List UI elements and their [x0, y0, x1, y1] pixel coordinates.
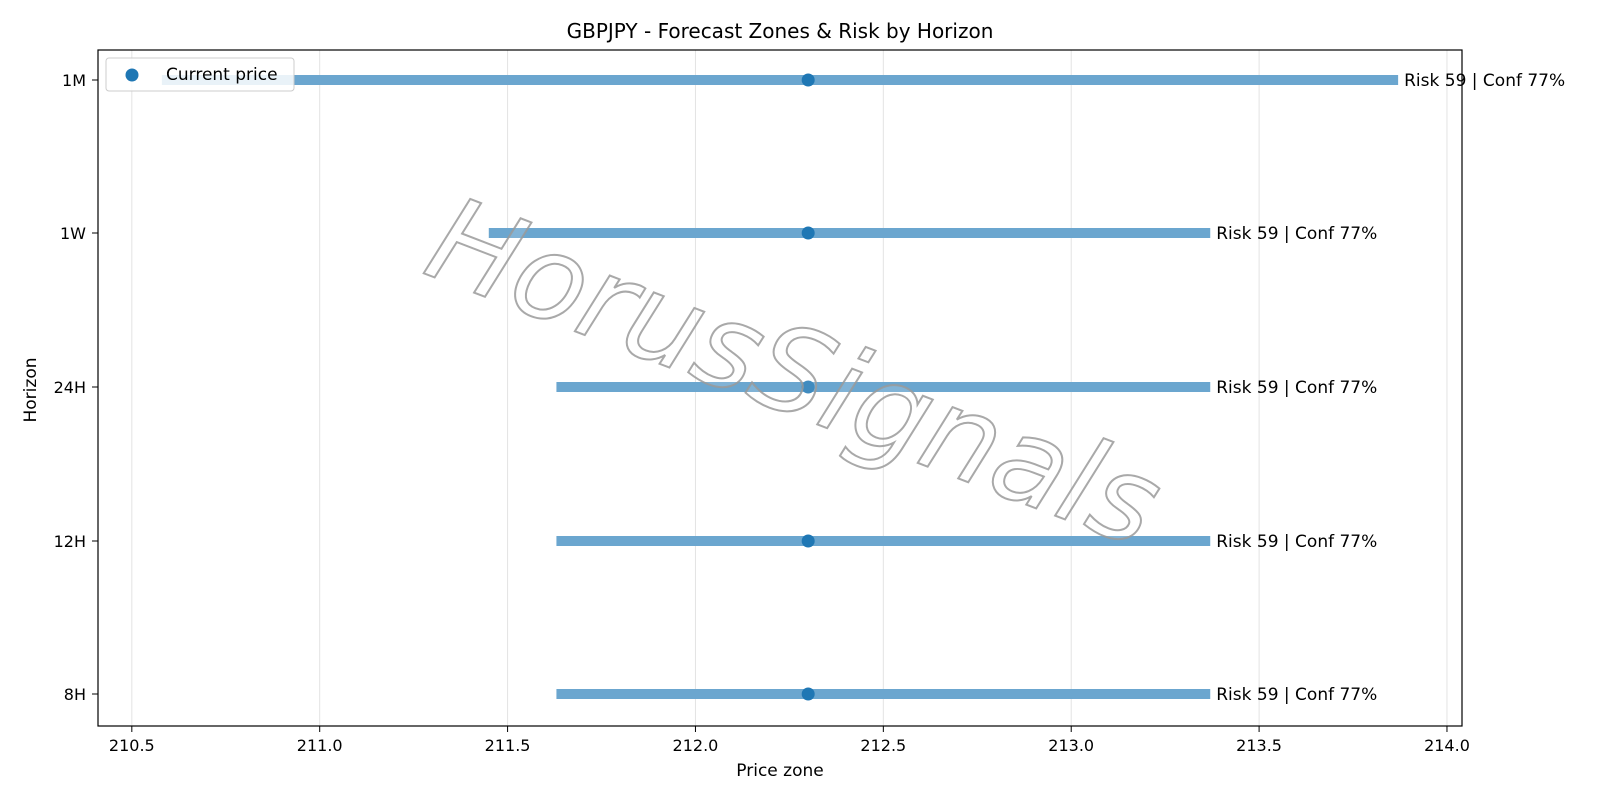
x-tick-label: 213.5: [1236, 736, 1282, 755]
zone-annotation-24h: Risk 59 | Conf 77%: [1216, 378, 1377, 398]
zone-annotation-12h: Risk 59 | Conf 77%: [1216, 532, 1377, 552]
x-tick-label: 212.5: [860, 736, 906, 755]
zone-annotation-8h: Risk 59 | Conf 77%: [1216, 685, 1377, 705]
x-tick-label: 213.0: [1048, 736, 1094, 755]
x-tick-label: 210.5: [109, 736, 155, 755]
legend: Current price: [105, 57, 295, 92]
zone-annotations: Risk 59 | Conf 77% Risk 59 | Conf 77% Risk…: [1216, 71, 1565, 705]
zone-annotation-1m: Risk 59 | Conf 77%: [1404, 71, 1565, 91]
current-price-point-12h: [801, 534, 815, 548]
y-tick-label: 8H: [64, 685, 86, 704]
y-axis: 8H 12H 24H 1W 1M: [54, 71, 98, 704]
current-price-point-1w: [801, 226, 815, 240]
chart-title: GBPJPY - Forecast Zones & Risk by Horizo…: [567, 19, 994, 43]
current-price-points: [801, 73, 815, 701]
y-tick-label: 1M: [62, 71, 86, 90]
forecast-zones: [161, 75, 1399, 699]
x-tick-label: 212.0: [673, 736, 719, 755]
plot-frame: [97, 49, 1463, 727]
current-price-point-24h: [801, 380, 815, 394]
y-tick-label: 1W: [60, 224, 86, 243]
x-tick-label: 211.0: [297, 736, 343, 755]
current-price-point-8h: [801, 687, 815, 701]
y-tick-label: 24H: [54, 378, 86, 397]
current-price-point-1m: [801, 73, 815, 87]
y-tick-label: 12H: [54, 532, 86, 551]
x-tick-label: 211.5: [485, 736, 531, 755]
legend-box: [105, 57, 295, 92]
x-axis: 210.5 211.0 211.5 212.0 212.5 213.0 213.5 214.0: [109, 726, 1470, 755]
legend-marker: [125, 68, 139, 82]
zone-annotation-1w: Risk 59 | Conf 77%: [1216, 224, 1377, 244]
legend-label: Current price: [166, 65, 278, 85]
x-axis-label: Price zone: [736, 761, 823, 781]
y-axis-label: Horizon: [21, 358, 41, 423]
x-tick-label: 214.0: [1424, 736, 1470, 755]
